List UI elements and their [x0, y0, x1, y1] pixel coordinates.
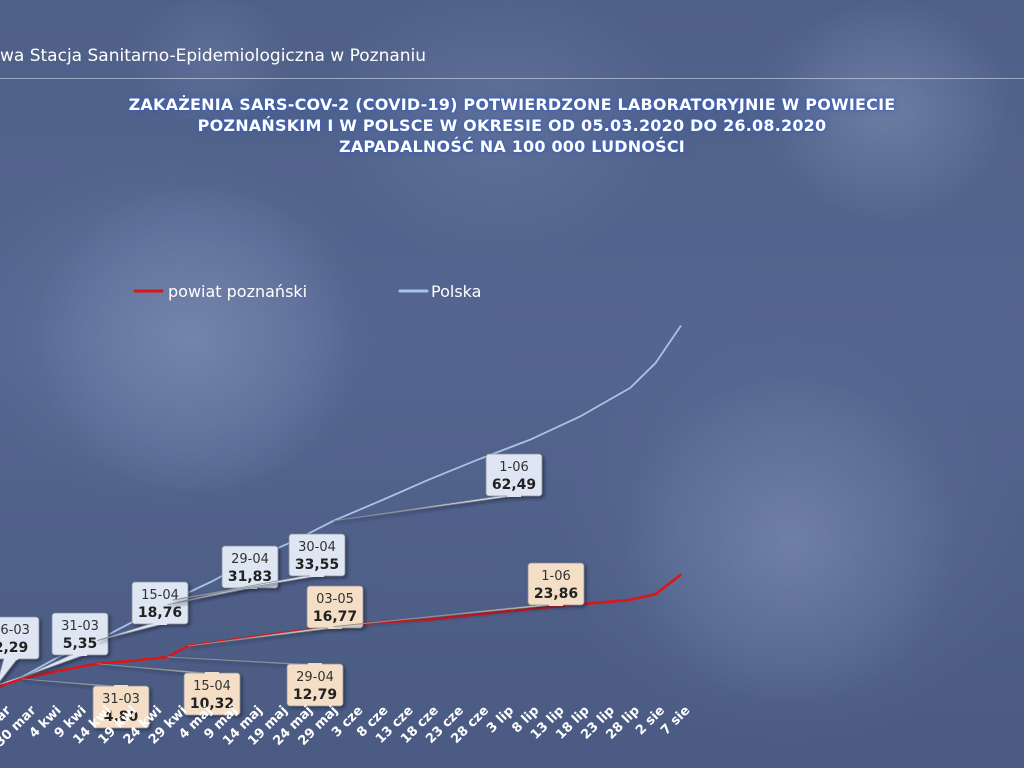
callout-value: 4,80 — [104, 709, 139, 725]
callout-date: 31-03 — [61, 619, 99, 634]
title-line-2: POZNAŃSKIM I W POLSCE W OKRESIE OD 05.03… — [197, 116, 827, 135]
callout-value: 16,77 — [313, 609, 357, 625]
callout-value: 31,83 — [228, 569, 272, 585]
virus-decoration — [30, 190, 360, 490]
callout-date: 29-04 — [296, 670, 334, 685]
callout-date: 03-05 — [316, 592, 354, 607]
callout-box-fill — [153, 621, 167, 625]
callout-box-fill — [205, 672, 219, 676]
callout-date: 30-04 — [298, 540, 336, 555]
callout-box-fill — [4, 656, 18, 660]
callout-box-fill — [114, 685, 128, 689]
callout-box-fill — [549, 602, 563, 606]
callout-value: 23,86 — [534, 586, 578, 602]
callout-date: 15-04 — [193, 679, 231, 694]
callout-value: 12,79 — [293, 687, 337, 703]
callout-pointer — [187, 626, 343, 647]
data-callout: 26-03 2,29 — [0, 616, 40, 682]
callout-box-fill — [310, 573, 324, 577]
x-tick-label: 3 lip — [484, 703, 517, 736]
data-callout: 31-03 4,80 — [21, 678, 150, 729]
data-callouts: 31-034,8015-0410,3229-0412,7903-0516,771… — [0, 453, 585, 729]
x-tick-label: 7 sie — [658, 703, 693, 738]
data-callout: 1-06 23,86 — [333, 562, 585, 628]
callout-box-fill — [73, 652, 87, 656]
callout-value: 5,35 — [63, 636, 98, 652]
virus-decoration — [770, 0, 1010, 220]
callout-pointer — [96, 663, 220, 675]
callout-date: 1-06 — [499, 460, 529, 475]
title-line-1: ZAKAŻENIA SARS-COV-2 (COVID-19) POTWIERD… — [128, 95, 896, 114]
callout-box-fill — [328, 625, 342, 629]
legend-label-polska: Polska — [431, 282, 481, 301]
data-callout: 03-05 16,77 — [187, 585, 364, 647]
callout-box-fill — [507, 493, 521, 497]
callout-date: 1-06 — [541, 569, 571, 584]
legend-label-powiat: powiat poznański — [168, 282, 307, 301]
data-callout: 15-04 18,76 — [96, 581, 189, 641]
data-callout: 15-04 10,32 — [96, 663, 241, 716]
chart-title: ZAKAŻENIA SARS-COV-2 (COVID-19) POTWIERD… — [0, 94, 1024, 157]
virus-decoration — [110, 0, 310, 120]
callout-pointer — [333, 603, 564, 628]
callout-value: 10,32 — [190, 696, 234, 712]
data-callout: 30-04 33,55 — [172, 533, 346, 601]
callout-date: 31-03 — [102, 692, 140, 707]
data-callout: 31-03 5,35 — [21, 612, 109, 678]
callout-value: 2,29 — [0, 640, 28, 656]
data-callout: 1-06 62,49 — [333, 453, 543, 522]
callout-date: 15-04 — [141, 588, 179, 603]
title-line-3: ZAPADALNOŚĆ NA 100 000 LUDNOŚCI — [339, 137, 685, 156]
virus-decoration — [620, 380, 960, 700]
callout-date: 29-04 — [231, 552, 269, 567]
header-divider — [0, 78, 1024, 79]
callout-value: 62,49 — [492, 477, 536, 493]
callout-box-fill — [308, 663, 322, 667]
callout-value: 33,55 — [295, 557, 339, 573]
organization-name: wa Stacja Sanitarno-Epidemiologiczna w P… — [0, 46, 427, 66]
chart-legend: powiat poznański Polska — [133, 282, 481, 301]
callout-value: 18,76 — [138, 605, 182, 621]
data-callout: 29-04 31,83 — [167, 545, 279, 606]
data-callout: 29-04 12,79 — [167, 656, 344, 707]
callout-date: 26-03 — [0, 623, 30, 638]
